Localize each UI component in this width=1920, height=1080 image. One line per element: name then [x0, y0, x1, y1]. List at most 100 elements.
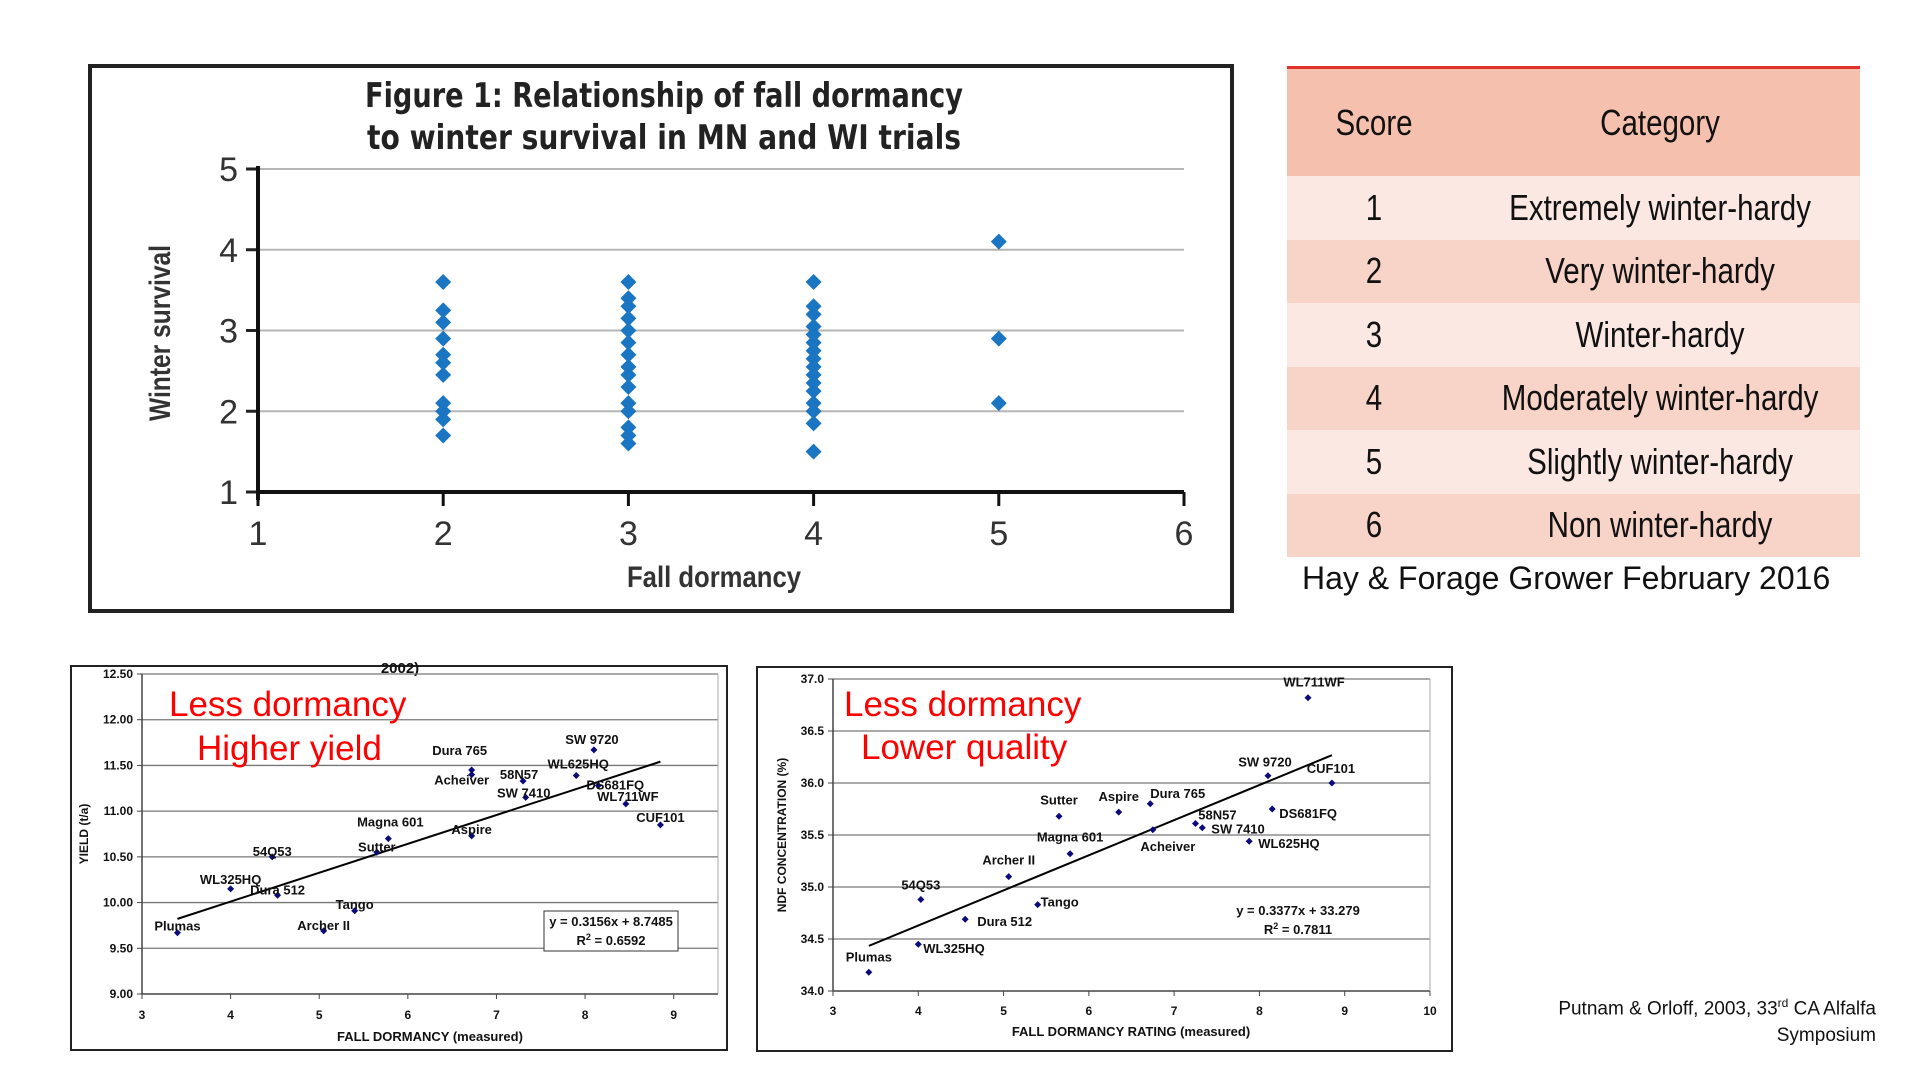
data-point	[320, 927, 328, 935]
data-point-label: Plumas	[154, 919, 200, 934]
category-cell: Non winter-hardy	[1548, 504, 1773, 546]
category-cell: Winter-hardy	[1576, 313, 1745, 355]
data-point	[384, 835, 392, 843]
x-tick-label: 3	[830, 1004, 837, 1018]
r-squared: R2 = 0.6592	[577, 932, 646, 948]
data-point	[435, 346, 452, 363]
category-cell: Extremely winter-hardy	[1509, 186, 1812, 228]
data-point	[805, 318, 822, 335]
data-point	[990, 330, 1007, 347]
equation-box	[543, 910, 679, 952]
data-point	[620, 298, 637, 315]
data-point	[805, 415, 822, 432]
x-tick-label: 6	[1086, 1004, 1093, 1018]
data-point	[620, 322, 637, 339]
citation-line1-rest: CA Alfalfa	[1788, 998, 1876, 1020]
data-point	[805, 350, 822, 367]
x-tick-label: 1	[249, 515, 268, 553]
category-cell: Moderately winter-hardy	[1502, 377, 1819, 419]
data-point-label: WL711WF	[1283, 675, 1344, 690]
data-point	[620, 274, 637, 291]
y-tick-label: 3	[219, 313, 238, 351]
x-tick-label: 3	[139, 1008, 146, 1022]
data-point-label: Aspire	[451, 822, 491, 837]
x-tick-label: 6	[1175, 515, 1194, 553]
data-point-label: WL711WF	[597, 789, 658, 804]
data-point	[1115, 808, 1123, 816]
data-point-label: Tango	[336, 897, 374, 912]
x-tick-label: 8	[582, 1008, 589, 1022]
citation-line2: Symposium	[1776, 1025, 1876, 1047]
data-point-label: SW 7410	[1211, 822, 1264, 837]
data-point	[620, 395, 637, 412]
data-point-label: 54Q53	[901, 877, 940, 892]
citation: Putnam & Orloff, 2003, 33rd CA Alfalfa S…	[1558, 990, 1876, 1049]
data-point-label: Plumas	[846, 949, 892, 964]
data-point-label: Magna 601	[1037, 830, 1103, 845]
annotation-line2: Higher yield	[197, 729, 382, 768]
x-tick-label: 9	[1341, 1004, 1348, 1018]
data-point	[805, 342, 822, 359]
figure1-title-line2: to winter survival in MN and WI trials	[367, 118, 961, 158]
data-point	[1034, 901, 1042, 909]
chart-title-fragment: 2002)	[381, 660, 419, 677]
data-point-label: Dura 512	[977, 914, 1032, 929]
data-point-label: Dura 765	[432, 743, 487, 758]
data-point	[594, 782, 602, 790]
data-point	[435, 403, 452, 420]
x-tick-label: 5	[316, 1008, 323, 1022]
data-point-label: WL625HQ	[1258, 836, 1319, 851]
data-point-label: 58N57	[500, 767, 538, 782]
data-point	[805, 358, 822, 375]
data-point-label: WL625HQ	[548, 756, 609, 771]
x-tick-label: 9	[670, 1008, 677, 1022]
y-tick-label: 2	[219, 393, 238, 431]
r-squared: R2 = 0.7811	[1264, 921, 1332, 937]
data-point	[268, 853, 276, 861]
score-cell: 4	[1365, 377, 1383, 419]
x-tick-label: 6	[405, 1008, 412, 1022]
data-point	[620, 427, 637, 444]
y-tick-label: 36.5	[801, 724, 825, 738]
x-tick-label: 10	[1423, 1004, 1437, 1018]
data-point-label: 54Q53	[253, 844, 292, 859]
table-row: 3 Winter-hardy	[1287, 303, 1860, 367]
data-point	[173, 929, 181, 937]
data-point	[1198, 824, 1206, 832]
data-point	[805, 306, 822, 323]
data-point	[1149, 826, 1157, 834]
data-point	[865, 968, 873, 976]
table-row: 1 Extremely winter-hardy	[1287, 176, 1860, 240]
data-point	[990, 233, 1007, 250]
data-point	[1191, 820, 1199, 828]
category-cell: Slightly winter-hardy	[1527, 440, 1794, 482]
data-point	[1245, 837, 1253, 845]
x-tick-label: 4	[227, 1008, 234, 1022]
data-point	[805, 395, 822, 412]
data-point-label: SW 9720	[1238, 755, 1291, 770]
annotation-line2: Lower quality	[861, 728, 1068, 767]
data-point	[373, 848, 381, 856]
data-point	[805, 374, 822, 391]
trendline	[177, 760, 661, 920]
header-category: Category	[1600, 101, 1721, 143]
data-point	[435, 395, 452, 412]
data-point	[622, 800, 630, 808]
data-point-label: Sutter	[1040, 792, 1078, 807]
data-point	[1146, 800, 1154, 808]
data-point	[805, 326, 822, 343]
y-tick-label: 10.50	[103, 850, 133, 864]
trendline	[868, 754, 1333, 947]
data-point	[590, 746, 598, 754]
data-point	[435, 427, 452, 444]
data-point	[274, 891, 282, 899]
data-point-label: SW 7410	[497, 785, 550, 800]
data-point-label: SW 9720	[565, 732, 618, 747]
y-tick-label: 36.0	[801, 776, 825, 790]
data-point	[620, 310, 637, 327]
table-source: Hay & Forage Grower February 2016	[1302, 560, 1831, 596]
x-axis-label: Fall dormancy	[627, 561, 801, 594]
figure1-frame	[88, 64, 1234, 613]
data-point	[917, 895, 925, 903]
